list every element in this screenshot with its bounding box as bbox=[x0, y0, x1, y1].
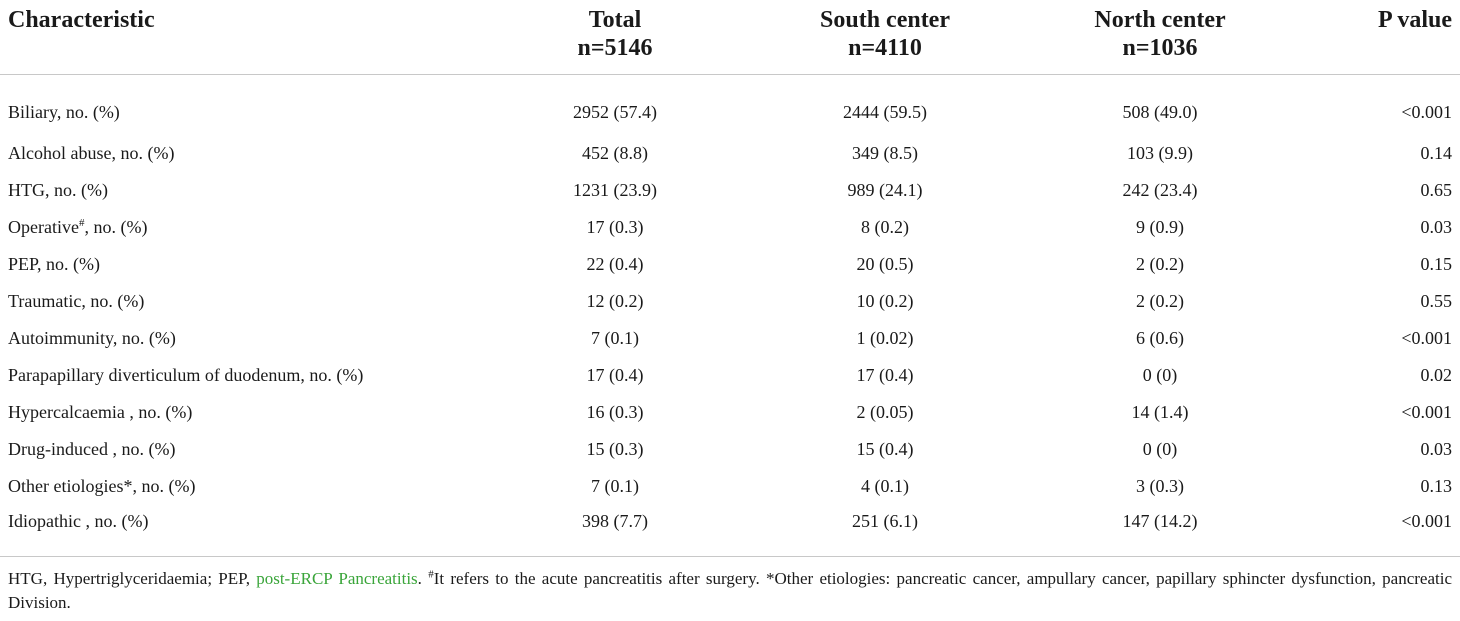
cell-total: 2952 (57.4) bbox=[573, 101, 657, 122]
row-label: Biliary, no. (%) bbox=[8, 101, 120, 122]
cell-p-value: <0.001 bbox=[1401, 402, 1452, 422]
cell-total: 7 (0.1) bbox=[591, 476, 639, 496]
cell-p-value: <0.001 bbox=[1401, 511, 1452, 531]
cell-south: 10 (0.2) bbox=[856, 291, 914, 311]
row-label: Alcohol abuse, no. (%) bbox=[8, 143, 175, 163]
cell-south: 1 (0.02) bbox=[856, 328, 914, 348]
header-north-center: North center n=1036 bbox=[1094, 7, 1226, 61]
cell-north: 14 (1.4) bbox=[1131, 402, 1189, 422]
cell-south: 2 (0.05) bbox=[856, 402, 914, 422]
table-row: Idiopathic , no. (%) 398 (7.7) 251 (6.1) 14… bbox=[0, 505, 1460, 551]
table-footnote: HTG, Hypertriglyceridaemia; PEP, post-ER… bbox=[8, 568, 1452, 612]
table-row: Traumatic, no. (%) 12 (0.2) 10 (0.2) 2 (0.2… bbox=[0, 283, 1460, 320]
table-row: PEP, no. (%) 22 (0.4) 20 (0.5) 2 (0.2) 0.15 bbox=[0, 246, 1460, 283]
cell-south: 989 (24.1) bbox=[847, 180, 923, 200]
row-label: Traumatic, no. (%) bbox=[8, 291, 145, 311]
table-row: Hypercalcaemia , no. (%) 16 (0.3) 2 (0.05)… bbox=[0, 394, 1460, 431]
cell-total: 16 (0.3) bbox=[586, 402, 644, 422]
cell-north: 508 (49.0) bbox=[1122, 101, 1198, 122]
row-label: Drug-induced , no. (%) bbox=[8, 439, 176, 459]
cell-south: 15 (0.4) bbox=[856, 439, 914, 459]
table-row: Autoimmunity, no. (%) 7 (0.1) 1 (0.02) 6 (0… bbox=[0, 320, 1460, 357]
cell-total: 398 (7.7) bbox=[582, 511, 648, 531]
row-label: PEP, no. (%) bbox=[8, 254, 101, 274]
cell-p-value: 0.55 bbox=[1420, 291, 1453, 311]
cell-total: 7 (0.1) bbox=[591, 328, 639, 348]
table-row: Drug-induced , no. (%) 15 (0.3) 15 (0.4) 0 … bbox=[0, 431, 1460, 468]
cell-p-value: 0.03 bbox=[1420, 217, 1453, 237]
cell-north: 147 (14.2) bbox=[1122, 511, 1198, 531]
header-south-n: n=4110 bbox=[848, 35, 922, 61]
cell-north: 6 (0.6) bbox=[1136, 328, 1184, 348]
post-ercp-link[interactable]: post-ERCP Pancreatitis bbox=[256, 569, 418, 588]
cell-p-value: 0.03 bbox=[1420, 439, 1453, 459]
cell-north: 242 (23.4) bbox=[1122, 180, 1198, 200]
cell-south: 8 (0.2) bbox=[861, 217, 909, 237]
cell-south: 2444 (59.5) bbox=[843, 101, 927, 122]
cell-north: 3 (0.3) bbox=[1136, 476, 1184, 496]
table-row: Alcohol abuse, no. (%) 452 (8.8) 349 (8.5)… bbox=[0, 135, 1460, 172]
table-row: Other etiologies*, no. (%) 7 (0.1) 4 (0.1)… bbox=[0, 468, 1460, 505]
cell-south: 4 (0.1) bbox=[861, 476, 909, 496]
cell-p-value: 0.13 bbox=[1420, 476, 1453, 496]
cell-south: 17 (0.4) bbox=[856, 365, 914, 385]
cell-total: 17 (0.3) bbox=[586, 217, 644, 237]
cell-south: 349 (8.5) bbox=[852, 143, 918, 163]
cell-p-value: <0.001 bbox=[1401, 328, 1452, 348]
cell-p-value: 0.15 bbox=[1420, 254, 1453, 274]
header-total-n: n=5146 bbox=[577, 35, 653, 61]
row-label: Hypercalcaemia , no. (%) bbox=[8, 402, 193, 422]
cell-total: 452 (8.8) bbox=[582, 143, 648, 163]
header-total: Total n=5146 bbox=[577, 7, 653, 61]
cell-total: 1231 (23.9) bbox=[573, 180, 657, 200]
cell-north: 2 (0.2) bbox=[1136, 254, 1184, 274]
cell-total: 12 (0.2) bbox=[586, 291, 644, 311]
cell-north: 9 (0.9) bbox=[1136, 217, 1184, 237]
header-row: Characteristic Total n=5146 South center n… bbox=[0, 0, 1460, 75]
table-body: Biliary, no. (%) 2952 (57.4) 2444 (59.5) 50… bbox=[0, 75, 1460, 552]
etiology-table: Characteristic Total n=5146 South center n… bbox=[0, 0, 1460, 552]
row-label: Operative#, no. (%) bbox=[8, 217, 148, 237]
cell-total: 17 (0.4) bbox=[586, 365, 644, 385]
footer-divider bbox=[0, 556, 1460, 557]
cell-north: 2 (0.2) bbox=[1136, 291, 1184, 311]
header-north-n: n=1036 bbox=[1122, 35, 1198, 61]
cell-north: 0 (0) bbox=[1142, 439, 1178, 459]
cell-north: 0 (0) bbox=[1142, 365, 1178, 385]
header-p-value: P value bbox=[1377, 7, 1452, 33]
cell-north: 103 (9.9) bbox=[1127, 143, 1193, 163]
row-label: Other etiologies*, no. (%) bbox=[8, 476, 196, 496]
row-label: Autoimmunity, no. (%) bbox=[8, 328, 176, 348]
table-row: Parapapillary diverticulum of duodenum, … bbox=[0, 357, 1460, 394]
cell-total: 15 (0.3) bbox=[586, 439, 644, 459]
table-row: Operative#, no. (%) 17 (0.3) 8 (0.2) 9 (0.9… bbox=[0, 209, 1460, 246]
cell-total: 22 (0.4) bbox=[586, 254, 644, 274]
cell-p-value: 0.65 bbox=[1420, 180, 1453, 200]
header-south-center: South center n=4110 bbox=[820, 7, 950, 61]
row-label: HTG, no. (%) bbox=[8, 180, 108, 200]
cell-south: 20 (0.5) bbox=[856, 254, 914, 274]
cell-south: 251 (6.1) bbox=[852, 511, 918, 531]
header-characteristic: Characteristic bbox=[8, 7, 155, 33]
table-row: Biliary, no. (%) 2952 (57.4) 2444 (59.5) 50… bbox=[0, 75, 1460, 136]
table-row: HTG, no. (%) 1231 (23.9) 989 (24.1) 242 (23… bbox=[0, 172, 1460, 209]
cell-p-value: <0.001 bbox=[1401, 101, 1452, 122]
row-label: Parapapillary diverticulum of duodenum, … bbox=[8, 365, 364, 385]
row-label: Idiopathic , no. (%) bbox=[8, 511, 149, 531]
cell-p-value: 0.02 bbox=[1420, 365, 1453, 385]
cell-p-value: 0.14 bbox=[1420, 143, 1453, 163]
